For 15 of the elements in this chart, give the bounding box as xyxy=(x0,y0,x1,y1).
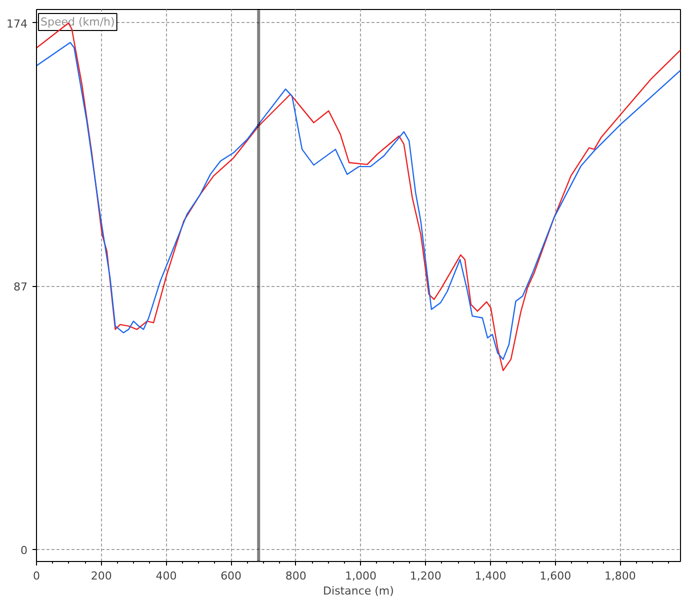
x-tick-label: 1,000 xyxy=(345,570,377,582)
y-tick-label: 87 xyxy=(14,280,28,294)
x-axis-title: Distance (m) xyxy=(323,584,394,598)
x-tick-label: 0 xyxy=(33,570,40,582)
x-tick-label: 400 xyxy=(156,570,177,582)
x-tick-label: 200 xyxy=(90,570,112,582)
x-tick-label: 1,400 xyxy=(474,570,506,582)
x-tick-label: 1,600 xyxy=(540,570,572,582)
x-tick-label: 1,200 xyxy=(410,570,442,582)
x-tick-label: 1,800 xyxy=(604,570,636,582)
y-tick-label: 0 xyxy=(20,544,28,557)
x-tick-label: 800 xyxy=(285,570,306,582)
x-tick-label: 600 xyxy=(220,570,242,582)
y-tick-label: 174 xyxy=(6,17,28,30)
y-axis-title: Speed (km/h) xyxy=(40,16,115,28)
